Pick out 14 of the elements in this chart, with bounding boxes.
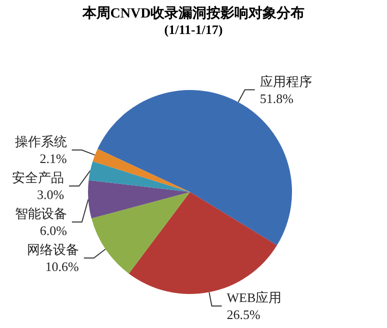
slice-label: WEB应用 [226, 290, 282, 305]
data-label: 26.5% [226, 306, 261, 322]
data-label: 10.6% [45, 259, 80, 274]
data-label: 51.8% [260, 90, 294, 106]
slice-label: 网络设备 [26, 242, 79, 258]
chart-title: 本周CNVD收录漏洞按影响对象分布 [81, 6, 305, 22]
slice-label: 应用程序 [260, 74, 312, 89]
slice-label: 安全产品 [12, 170, 64, 186]
chart-subtitle: (1/11-1/17) [164, 22, 223, 37]
data-label: 6.0% [40, 223, 68, 238]
slice-label: 智能设备 [14, 206, 67, 222]
data-label: 3.0% [36, 187, 64, 202]
slice-label: 操作系统 [14, 134, 67, 150]
data-label: 2.1% [40, 151, 68, 166]
